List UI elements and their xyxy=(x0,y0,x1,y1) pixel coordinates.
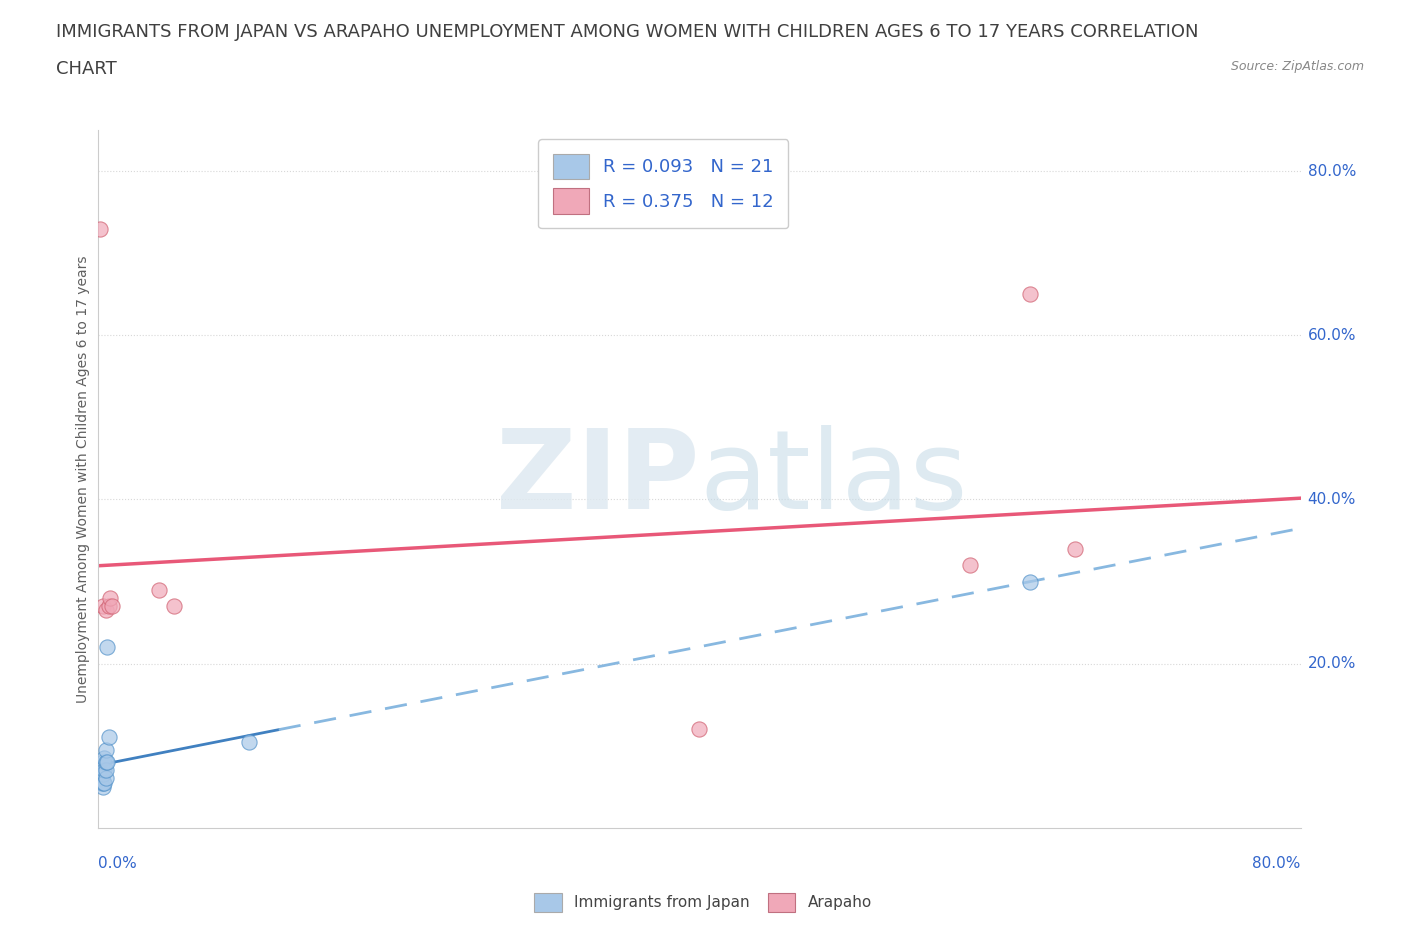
Legend: R = 0.093   N = 21, R = 0.375   N = 12: R = 0.093 N = 21, R = 0.375 N = 12 xyxy=(538,140,789,228)
Text: 80.0%: 80.0% xyxy=(1308,164,1355,179)
Text: Source: ZipAtlas.com: Source: ZipAtlas.com xyxy=(1230,60,1364,73)
Text: 20.0%: 20.0% xyxy=(1308,656,1355,671)
Point xyxy=(90,775,112,790)
Point xyxy=(959,558,981,573)
Point xyxy=(93,751,115,765)
Point xyxy=(89,771,111,786)
Point xyxy=(94,771,117,786)
Point xyxy=(238,734,260,749)
Point xyxy=(100,591,122,605)
Point xyxy=(94,763,117,777)
Point xyxy=(91,775,114,790)
Text: IMMIGRANTS FROM JAPAN VS ARAPAHO UNEMPLOYMENT AMONG WOMEN WITH CHILDREN AGES 6 T: IMMIGRANTS FROM JAPAN VS ARAPAHO UNEMPLO… xyxy=(56,23,1199,41)
Point xyxy=(688,722,710,737)
Y-axis label: Unemployment Among Women with Children Ages 6 to 17 years: Unemployment Among Women with Children A… xyxy=(76,255,90,703)
Point xyxy=(93,775,115,790)
Point xyxy=(162,599,184,614)
Point xyxy=(90,771,112,786)
Point xyxy=(94,603,117,618)
Point xyxy=(91,599,114,614)
Text: 40.0%: 40.0% xyxy=(1308,492,1355,507)
Point xyxy=(97,599,120,614)
Point xyxy=(94,742,117,757)
Text: 80.0%: 80.0% xyxy=(1253,856,1301,870)
Point xyxy=(91,767,114,782)
Point xyxy=(91,779,114,794)
Point xyxy=(1019,574,1042,589)
Text: ZIP: ZIP xyxy=(496,425,699,533)
Point xyxy=(1019,286,1042,301)
Text: atlas: atlas xyxy=(699,425,967,533)
Point xyxy=(90,767,112,782)
Point xyxy=(96,640,118,655)
Text: 60.0%: 60.0% xyxy=(1308,328,1355,343)
Point xyxy=(148,582,170,597)
Point xyxy=(89,767,111,782)
Text: CHART: CHART xyxy=(56,60,117,78)
Point xyxy=(96,754,118,769)
Point xyxy=(97,730,120,745)
Point xyxy=(89,221,111,236)
Point xyxy=(94,754,117,769)
Text: 0.0%: 0.0% xyxy=(98,856,138,870)
Point xyxy=(1064,541,1087,556)
Legend: Immigrants from Japan, Arapaho: Immigrants from Japan, Arapaho xyxy=(529,887,877,918)
Point xyxy=(101,599,124,614)
Point xyxy=(91,754,114,769)
Point xyxy=(93,763,115,777)
